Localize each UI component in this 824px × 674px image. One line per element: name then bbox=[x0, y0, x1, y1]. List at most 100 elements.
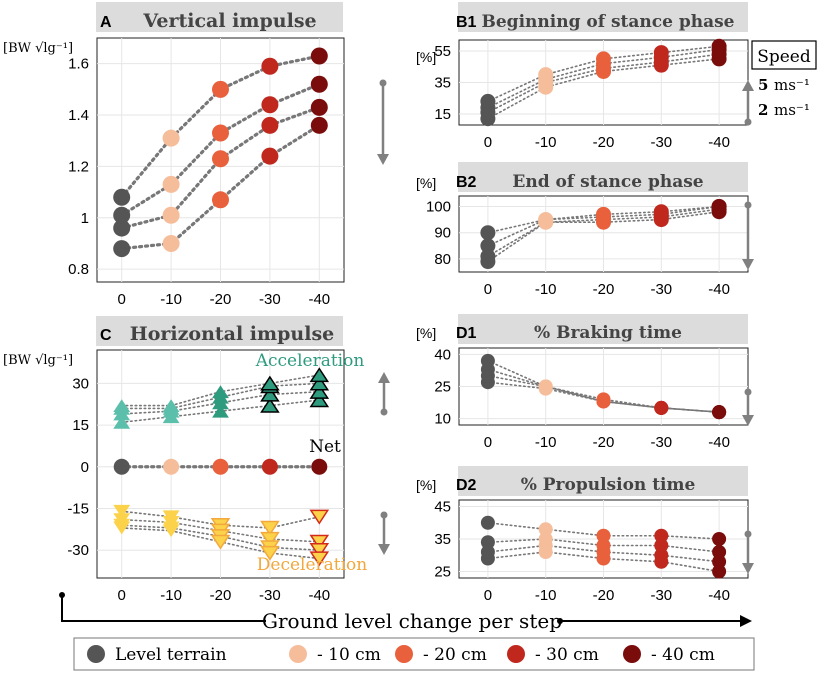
point-D2 bbox=[480, 545, 495, 559]
point-C bbox=[309, 509, 330, 525]
point-D2 bbox=[654, 548, 669, 563]
point-D2 bbox=[712, 564, 727, 579]
legend-marker-m40 bbox=[623, 645, 641, 663]
header-D1: D1 % Braking time bbox=[456, 314, 748, 344]
xtick-B1: -30 bbox=[650, 134, 672, 151]
xaxis-arrow-head bbox=[740, 615, 752, 627]
point-B2 bbox=[480, 225, 496, 241]
header-B2: B2 End of stance phase bbox=[456, 162, 748, 192]
xtick-B2: -40 bbox=[708, 281, 730, 298]
plot-B1: 0 -10 -20 -30 -40 15 35 55 bbox=[434, 38, 749, 151]
plot-D1: 0 -10 -20 -30 -40 10 25 40 bbox=[434, 346, 749, 451]
legend-label-m30: - 30 cm bbox=[535, 645, 599, 665]
xtick-A: 0 bbox=[118, 291, 126, 308]
label-deceleration: Deceleration bbox=[257, 555, 368, 575]
point-A bbox=[310, 98, 328, 116]
point-D1 bbox=[654, 400, 669, 415]
legend: Level terrain - 10 cm - 20 cm - 30 cm - … bbox=[73, 637, 755, 671]
speed-arrow-D1 bbox=[742, 388, 754, 426]
header-B2-bg bbox=[458, 162, 748, 192]
unit-D2: [%] bbox=[416, 477, 436, 493]
speed-arrow-A bbox=[377, 79, 389, 165]
unit-B2: [%] bbox=[416, 175, 436, 191]
header-D1-letter: D1 bbox=[456, 325, 477, 342]
speed-arrow-A-dot bbox=[379, 79, 387, 87]
header-A: A Vertical impulse bbox=[96, 2, 343, 32]
point-A bbox=[113, 188, 131, 206]
point-A bbox=[162, 175, 180, 193]
ytick-C: -15 bbox=[67, 500, 89, 517]
header-C: C Horizontal impulse bbox=[96, 316, 343, 346]
speed-arrow-C-dec-head bbox=[378, 544, 390, 555]
label-net: Net bbox=[309, 437, 341, 457]
xtick-A: -10 bbox=[160, 291, 182, 308]
legend-marker-m20 bbox=[395, 645, 413, 663]
xtick-D1: -10 bbox=[535, 434, 557, 451]
speed-arrow-D2 bbox=[742, 530, 754, 574]
point-A bbox=[261, 57, 279, 75]
xtick-C: 0 bbox=[118, 587, 126, 604]
series-line-B1 bbox=[487, 53, 720, 114]
header-C-title: Horizontal impulse bbox=[130, 323, 334, 345]
speed-arrow-A-head bbox=[377, 154, 389, 165]
point-B2 bbox=[480, 238, 496, 254]
speed-arrow-C-acc-dot bbox=[380, 408, 388, 416]
unit-D1: [%] bbox=[416, 325, 436, 341]
xtick-B2: -20 bbox=[593, 281, 615, 298]
ytick-B1: 15 bbox=[434, 106, 451, 123]
point-A bbox=[113, 240, 131, 258]
point-A bbox=[212, 80, 229, 98]
point-B1 bbox=[596, 51, 611, 67]
point-C bbox=[260, 375, 280, 391]
header-D2-letter: D2 bbox=[456, 477, 477, 494]
header-D1-title: % Braking time bbox=[534, 323, 682, 343]
point-C bbox=[212, 404, 229, 418]
header-B1-letter: B1 bbox=[456, 14, 477, 31]
xtick-D1: -40 bbox=[708, 434, 730, 451]
point-C bbox=[210, 534, 231, 550]
ytick-D2: 25 bbox=[434, 564, 451, 581]
speed-low-unit: ms⁻¹ bbox=[774, 101, 810, 119]
header-D1-bg bbox=[458, 314, 748, 344]
speed-box bbox=[751, 40, 817, 70]
ytick-C: 30 bbox=[72, 375, 89, 392]
header-C-letter: C bbox=[100, 327, 112, 344]
ytick-C: -30 bbox=[67, 542, 89, 559]
xtick-B2: 0 bbox=[484, 281, 492, 298]
ytick-D1: 40 bbox=[434, 346, 451, 363]
xtick-C: -40 bbox=[308, 587, 330, 604]
xtick-C: -30 bbox=[259, 587, 281, 604]
point-A bbox=[261, 116, 279, 134]
speed-arrow-B2 bbox=[742, 201, 754, 270]
header-B2-letter: B2 bbox=[456, 174, 477, 191]
point-C bbox=[260, 531, 280, 547]
xtick-D2: -40 bbox=[708, 587, 730, 604]
point-B2 bbox=[480, 248, 496, 264]
point-C bbox=[113, 521, 131, 535]
xtick-B2: -30 bbox=[650, 281, 672, 298]
header-B2-title: End of stance phase bbox=[512, 172, 703, 192]
ytick-B2: 100 bbox=[426, 198, 451, 215]
point-D2 bbox=[596, 528, 611, 543]
unit-A: [BW √lg⁻¹] bbox=[3, 41, 73, 56]
header-B1-title: Beginning of stance phase bbox=[482, 12, 735, 32]
header-A-letter: A bbox=[100, 14, 112, 31]
speed-arrow-B2-head bbox=[742, 259, 754, 270]
xtick-C: -10 bbox=[160, 587, 182, 604]
point-C bbox=[113, 458, 130, 475]
ytick-B2: 80 bbox=[434, 251, 451, 268]
legend-label-m40: - 40 cm bbox=[651, 645, 715, 665]
xtick-D2: 0 bbox=[484, 587, 492, 604]
speed-arrow-D2-dot bbox=[744, 530, 752, 538]
xtick-B2: -10 bbox=[535, 281, 557, 298]
xtick-D2: -10 bbox=[535, 587, 557, 604]
header-B1-bg bbox=[458, 2, 748, 32]
speed-low-value: 2 bbox=[758, 101, 768, 119]
ytick-A: 0.8 bbox=[68, 261, 89, 278]
speed-arrow-C-acc bbox=[378, 372, 390, 416]
xaxis-label: Ground level change per step bbox=[262, 609, 562, 633]
xaxis-arrow-start-dot bbox=[59, 592, 65, 598]
point-D2 bbox=[654, 528, 669, 543]
point-A bbox=[310, 75, 328, 93]
point-B1 bbox=[711, 38, 727, 54]
